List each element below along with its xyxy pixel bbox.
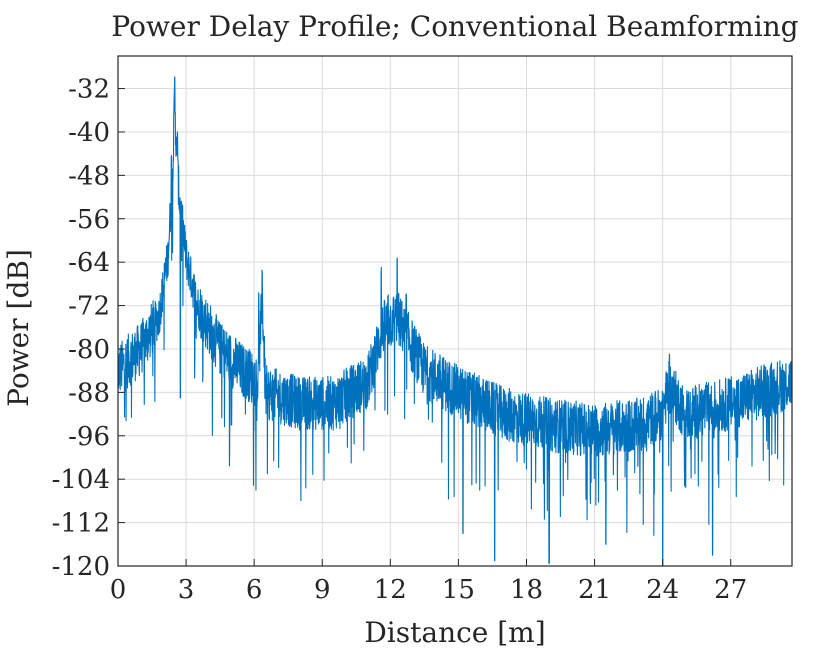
plot-area [117, 76, 793, 567]
y-axis-ticks: -32 -40 -48 -56 -64 -72 -80 -88 -96 -104 -112 -120 [52, 75, 125, 582]
x-tick-label: 15 [442, 575, 475, 605]
x-tick-label: 27 [714, 575, 747, 605]
y-tick-label: -32 [68, 75, 110, 105]
x-tick-label: 12 [374, 575, 407, 605]
chart-title: Power Delay Profile; Conventional Beamfo… [111, 10, 798, 43]
x-axis-ticks: 0 3 6 9 12 15 18 21 24 27 [110, 559, 747, 605]
x-tick-label: 18 [510, 575, 543, 605]
x-tick-label: 6 [246, 575, 263, 605]
grid-lines [117, 56, 792, 567]
y-tick-label: -88 [68, 378, 110, 408]
y-tick-label: -120 [52, 552, 110, 582]
y-tick-label: -56 [68, 205, 110, 235]
y-tick-label: -48 [68, 161, 110, 191]
power-series-line [117, 76, 793, 567]
y-tick-label: -80 [68, 335, 110, 365]
x-tick-label: 9 [314, 575, 331, 605]
x-tick-label: 21 [578, 575, 611, 605]
x-tick-label: 3 [178, 575, 195, 605]
y-axis-label: Power [dB] [2, 249, 35, 407]
x-tick-label: 0 [110, 575, 127, 605]
y-tick-label: -40 [68, 118, 110, 148]
x-axis-label: Distance [m] [364, 616, 545, 649]
axes-frame [117, 55, 793, 567]
y-tick-label: -96 [68, 422, 110, 452]
x-tick-label: 24 [646, 575, 679, 605]
y-tick-label: -72 [68, 292, 110, 322]
y-tick-label: -104 [52, 465, 110, 495]
y-tick-label: -64 [68, 248, 110, 278]
y-tick-label: -112 [52, 509, 110, 539]
